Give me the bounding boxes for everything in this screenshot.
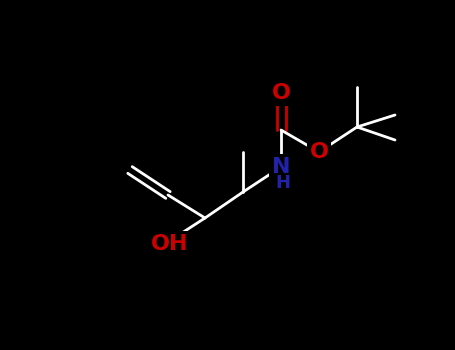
Text: OH: OH [151, 234, 189, 254]
Text: N: N [272, 157, 290, 177]
Text: H: H [275, 174, 290, 192]
Text: O: O [309, 142, 329, 162]
Text: O: O [272, 83, 290, 103]
